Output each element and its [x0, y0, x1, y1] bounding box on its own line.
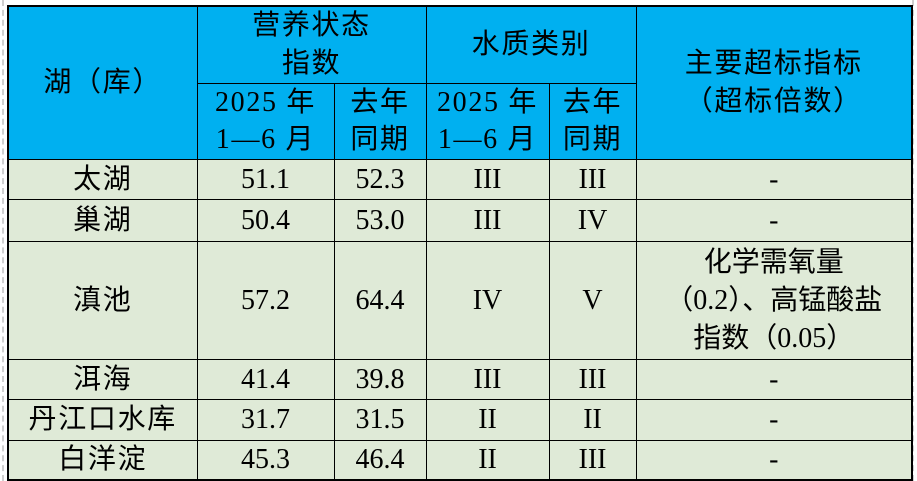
- header-cell-water-quality: 水质类别: [425, 5, 637, 84]
- lake-name-cell: 洱海: [7, 359, 198, 401]
- nutrition-current-cell: 50.4: [196, 199, 335, 243]
- quality-current-cell: IV: [425, 241, 550, 361]
- indicator-cell: -: [635, 440, 913, 481]
- quality-last-cell: III: [548, 159, 637, 201]
- header-cell-lake: 湖（库）: [7, 5, 198, 161]
- quality-current-cell: II: [425, 399, 550, 442]
- nutrition-last-cell: 53.0: [333, 199, 427, 243]
- quality-last-cell: II: [548, 399, 637, 442]
- quality-current-cell: III: [425, 199, 550, 243]
- quality-current-cell: II: [425, 440, 550, 481]
- nutrition-current-cell: 45.3: [196, 440, 335, 481]
- nutrition-last-cell: 39.8: [333, 359, 427, 401]
- lake-name-cell: 丹江口水库: [7, 399, 198, 442]
- table-row-taihu: 太湖 51.1 52.3 III III -: [7, 159, 913, 201]
- indicator-cell: -: [635, 359, 913, 401]
- subheader-nutrition-last-period: 去年 同期: [333, 82, 427, 161]
- indicator-cell: -: [635, 399, 913, 442]
- quality-last-cell: V: [548, 241, 637, 361]
- nutrition-last-cell: 64.4: [333, 241, 427, 361]
- table-row-erhai: 洱海 41.4 39.8 III III -: [7, 359, 913, 401]
- nutrition-current-cell: 31.7: [196, 399, 335, 442]
- quality-current-cell: III: [425, 159, 550, 201]
- nutrition-current-cell: 41.4: [196, 359, 335, 401]
- lake-name-cell: 滇池: [7, 241, 198, 361]
- subheader-quality-current-period: 2025 年 1—6 月: [425, 82, 550, 161]
- page-break-line-left: [2, 0, 4, 481]
- lake-water-quality-table: 湖（库） 营养状态 指数 水质类别 主要超标指标 （超标倍数） 2025 年 1…: [7, 5, 914, 481]
- subheader-nutrition-current-period: 2025 年 1—6 月: [196, 82, 335, 161]
- nutrition-last-cell: 46.4: [333, 440, 427, 481]
- header-cell-main-indicators: 主要超标指标 （超标倍数）: [635, 5, 913, 161]
- table-row-danjiangkou: 丹江口水库 31.7 31.5 II II -: [7, 399, 913, 442]
- nutrition-current-cell: 57.2: [196, 241, 335, 361]
- header-row-periods: 2025 年 1—6 月 去年 同期 2025 年 1—6 月 去年 同期: [8, 82, 912, 161]
- header-row-groups: 湖（库） 营养状态 指数 水质类别 主要超标指标 （超标倍数）: [7, 5, 913, 161]
- lake-name-cell: 白洋淀: [7, 440, 198, 481]
- indicator-cell: 化学需氧量 （0.2）、高锰酸盐 指数（0.05）: [635, 241, 913, 361]
- lake-name-cell: 太湖: [7, 159, 198, 201]
- table-row-dianchi: 滇池 57.2 64.4 IV V 化学需氧量 （0.2）、高锰酸盐 指数（0.…: [7, 241, 913, 361]
- lake-name-cell: 巢湖: [7, 199, 198, 243]
- indicator-cell: -: [635, 199, 913, 243]
- quality-current-cell: III: [425, 359, 550, 401]
- nutrition-last-cell: 31.5: [333, 399, 427, 442]
- table-row-baiyangdian: 白洋淀 45.3 46.4 II III -: [7, 440, 913, 481]
- subheader-quality-last-period: 去年 同期: [548, 82, 637, 161]
- quality-last-cell: IV: [548, 199, 637, 243]
- table-row-chaohu: 巢湖 50.4 53.0 III IV -: [7, 199, 913, 243]
- quality-last-cell: III: [548, 440, 637, 481]
- nutrition-last-cell: 52.3: [333, 159, 427, 201]
- indicator-cell: -: [635, 159, 913, 201]
- nutrition-current-cell: 51.1: [196, 159, 335, 201]
- quality-last-cell: III: [548, 359, 637, 401]
- header-cell-nutrition-index: 营养状态 指数: [196, 5, 427, 84]
